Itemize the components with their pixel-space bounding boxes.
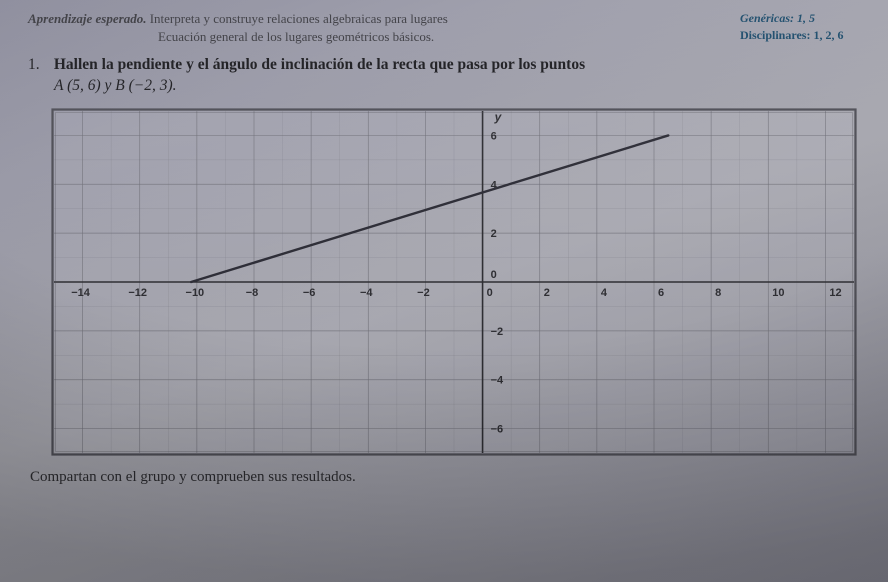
footer-instruction: Compartan con el grupo y comprueben sus … xyxy=(30,469,870,486)
svg-text:8: 8 xyxy=(715,287,721,299)
svg-text:6: 6 xyxy=(491,130,497,142)
svg-text:−12: −12 xyxy=(128,287,147,299)
svg-text:0: 0 xyxy=(487,287,493,299)
competencies-block: Genéricas: 1, 5 Disciplinares: 1, 2, 6 xyxy=(740,10,870,44)
svg-text:−8: −8 xyxy=(246,287,259,299)
svg-text:2: 2 xyxy=(491,228,497,240)
svg-text:12: 12 xyxy=(829,287,841,299)
svg-text:y: y xyxy=(494,110,503,124)
ae-text-line1: Interpreta y construye relaciones algebr… xyxy=(150,11,448,26)
svg-text:−2: −2 xyxy=(491,326,504,338)
svg-text:−14: −14 xyxy=(71,287,91,299)
expected-learning-block: Aprendizaje esperado. Interpreta y const… xyxy=(28,10,740,45)
svg-text:−6: −6 xyxy=(491,424,504,436)
svg-text:10: 10 xyxy=(772,287,784,299)
page-header: Aprendizaje esperado. Interpreta y const… xyxy=(28,10,870,45)
svg-text:−2: −2 xyxy=(417,287,430,299)
question-number: 1. xyxy=(28,55,50,76)
svg-text:−4: −4 xyxy=(491,375,504,387)
question-block: 1. Hallen la pendiente y el ángulo de in… xyxy=(28,55,870,97)
svg-text:2: 2 xyxy=(544,287,550,299)
svg-text:−10: −10 xyxy=(186,287,205,299)
svg-text:0: 0 xyxy=(491,269,497,281)
chart-container: −14−12−10−8−6−4−2024681012−6−4−2246y0 xyxy=(32,103,870,461)
svg-text:4: 4 xyxy=(601,287,608,299)
svg-text:6: 6 xyxy=(658,287,664,299)
svg-text:−6: −6 xyxy=(303,287,316,299)
svg-text:−4: −4 xyxy=(360,287,373,299)
ae-label: Aprendizaje esperado. xyxy=(28,11,146,26)
competencies-disciplinares: Disciplinares: 1, 2, 6 xyxy=(740,27,870,44)
competencies-genericas: Genéricas: 1, 5 xyxy=(740,10,870,27)
question-points: A (5, 6) y B (−2, 3). xyxy=(54,76,870,97)
question-text: Hallen la pendiente y el ángulo de incli… xyxy=(54,56,585,73)
coordinate-chart: −14−12−10−8−6−4−2024681012−6−4−2246y0 xyxy=(32,103,864,461)
ae-text-line2: Ecuación general de los lugares geométri… xyxy=(158,28,740,46)
